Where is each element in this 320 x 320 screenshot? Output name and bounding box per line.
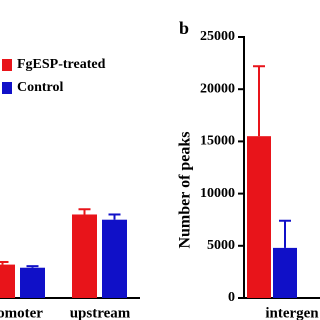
bar (273, 247, 297, 298)
legend-label: FgESP-treated (17, 57, 106, 72)
y-tick-label: 20000 (200, 81, 235, 96)
legend-label: Control (17, 80, 64, 95)
bar (72, 214, 97, 298)
y-tick-label: 0 (228, 290, 235, 305)
x-tick-label: intergen (265, 305, 319, 320)
legend-swatch (2, 82, 12, 94)
bar (20, 267, 45, 298)
y-tick-label: 5000 (207, 238, 235, 253)
legend-swatch (2, 59, 12, 71)
y-axis-label: Number of peaks (177, 131, 194, 248)
bar (102, 219, 127, 298)
x-tick-label: omoter (0, 305, 43, 320)
bar (0, 264, 15, 298)
panel-label: b (179, 18, 189, 38)
x-tick-label: upstream (70, 305, 131, 320)
y-tick-label: 15000 (200, 134, 235, 149)
bar (247, 136, 271, 298)
y-tick-label: 10000 (200, 186, 235, 201)
y-tick-label: 25000 (200, 29, 235, 44)
